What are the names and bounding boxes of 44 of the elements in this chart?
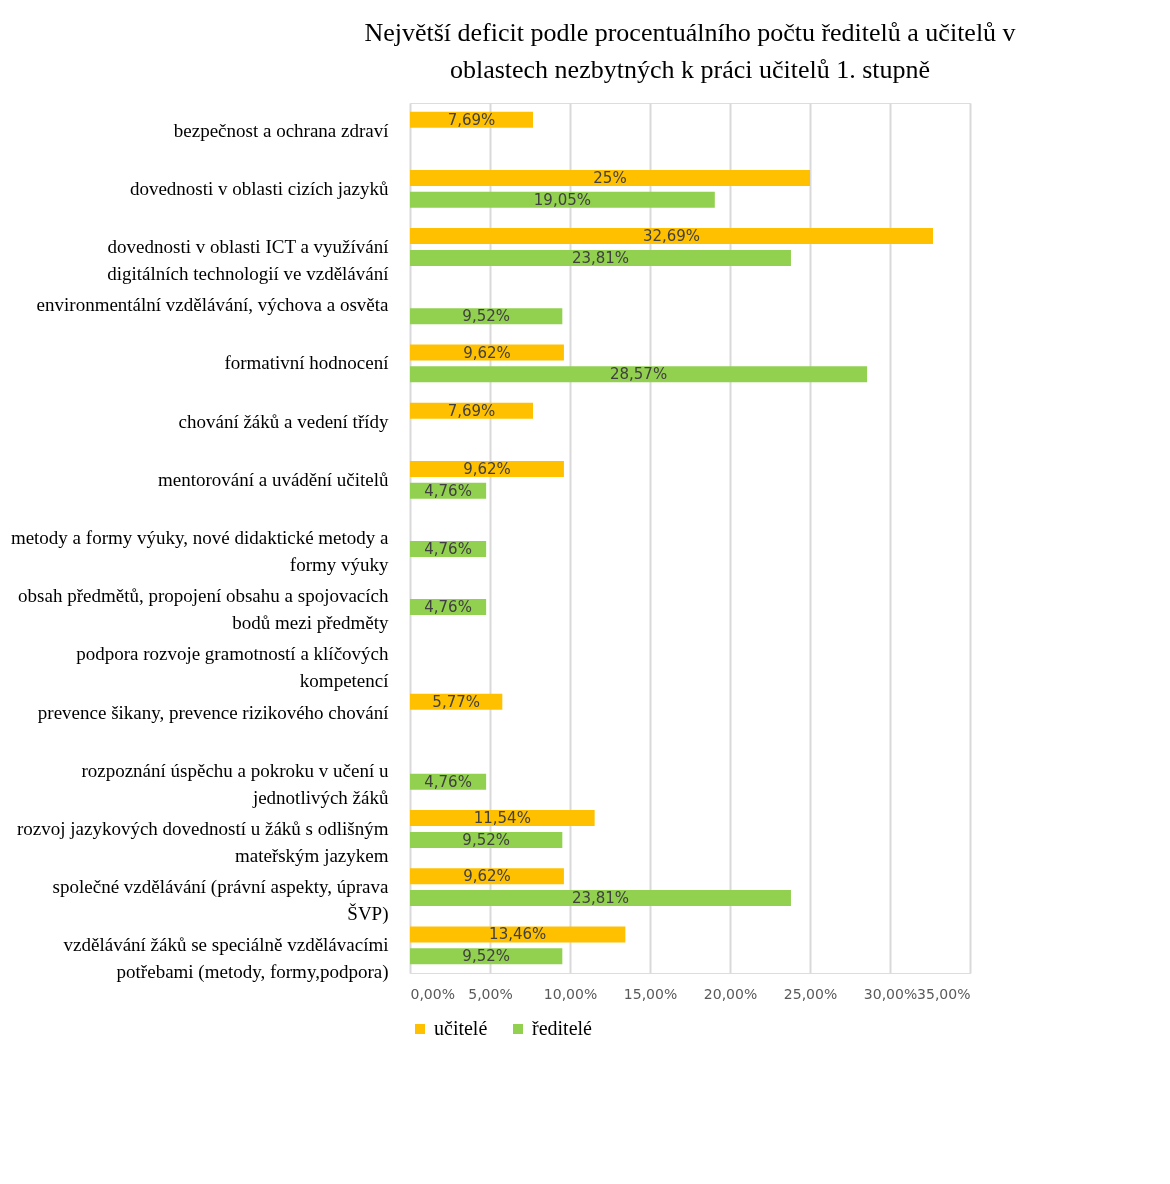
y-tick-label: bezpečnost a ochrana zdraví — [173, 119, 390, 141]
data-label: 19,05% — [533, 190, 591, 209]
y-tick-label: formativní hodnocení — [224, 352, 390, 374]
legend-label: učitelé — [434, 1017, 488, 1039]
data-label: 4,76% — [424, 539, 472, 558]
x-tick-label: 5,00% — [468, 985, 513, 1002]
y-tick-label: chování žáků a vedení třídy — [178, 410, 389, 432]
data-label: 9,52% — [462, 830, 510, 849]
chart-title: Největší deficit podle procentuálního počtu ředitelů a učitelů v oblastech nezbytných k práci učitelů 1. stupně — [364, 18, 1016, 84]
data-label: 25% — [593, 168, 627, 187]
y-tick-label: dovednosti v oblasti cizích jazyků — [129, 177, 389, 199]
data-label: 11,54% — [473, 809, 531, 828]
y-tick-label: environmentální vzdělávání, výchova a osvěta — [36, 294, 390, 316]
data-label: 23,81% — [571, 248, 630, 267]
data-label: 9,62% — [463, 459, 511, 478]
x-tick-label: 0,00% — [410, 985, 455, 1002]
data-label: 23,81% — [571, 889, 630, 908]
data-label: 13,46% — [489, 925, 547, 944]
data-label: 9,52% — [462, 307, 510, 326]
y-tick-label: podpora rozvoje gramotností a klíčových kompetencí — [76, 643, 390, 692]
data-label: 9,52% — [462, 947, 510, 966]
x-tick-label: 35,00% — [917, 985, 971, 1002]
y-tick-label: prevence šikany, prevence rizikového chování — [37, 701, 390, 723]
x-tick-label: 25,00% — [783, 985, 838, 1002]
data-label: 4,76% — [424, 481, 472, 500]
x-tick-label: 10,00% — [543, 985, 598, 1002]
data-label: 9,62% — [463, 867, 511, 886]
data-label: 9,62% — [463, 343, 511, 362]
data-label: 4,76% — [424, 772, 472, 791]
legend-label: ředitelé — [532, 1017, 593, 1039]
y-tick-label: vzdělávání žáků se speciálně vzdělávacími potřebami (metody, formy,podpora) — [63, 934, 389, 984]
x-tick-label: 30,00% — [863, 985, 918, 1002]
data-label: 32,69% — [642, 227, 701, 246]
data-label: 5,77% — [432, 692, 480, 711]
y-tick-label: mentorování a uvádění učitelů — [157, 468, 389, 490]
y-tick-label: společné vzdělávání (právní aspekty, úprava ŠVP) — [52, 876, 390, 926]
x-tick-label: 15,00% — [623, 985, 678, 1002]
data-label: 7,69% — [447, 110, 496, 129]
y-tick-label: rozpoznání úspěchu a pokroku v učení u jednotlivých žáků — [81, 759, 389, 808]
x-tick-label: 20,00% — [703, 985, 758, 1002]
data-label: 4,76% — [424, 598, 472, 617]
data-label: 28,57% — [609, 365, 668, 384]
data-label: 7,69% — [447, 401, 496, 420]
y-tick-label: dovednosti v oblasti ICT a využívání digitálních technologií ve vzdělávání — [107, 236, 390, 285]
